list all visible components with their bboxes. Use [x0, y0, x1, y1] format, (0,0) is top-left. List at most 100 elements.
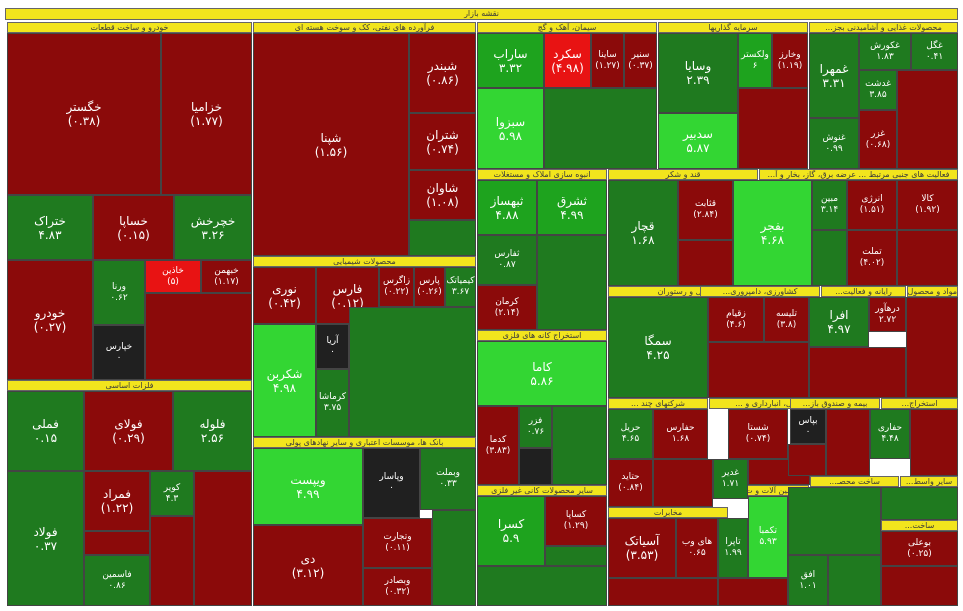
tile-sadbir[interactable]: سدبیر ۵.۸۷ [658, 113, 738, 169]
agri-small-tiles[interactable] [708, 342, 809, 398]
tile-thfars[interactable]: ثفارس ۰.۸۷ [477, 235, 537, 285]
insurance-small-tiles[interactable] [826, 409, 870, 476]
tile-ghdasht[interactable]: غدشت ۳.۸۵ [859, 70, 897, 110]
tile-shbandar[interactable]: شبندر (۰.۸۶) [409, 33, 476, 113]
tile-samga[interactable]: سمگا ۴.۲۵ [608, 297, 708, 398]
tile-ghmahra[interactable]: غمهرا ۳.۳۱ [809, 33, 859, 118]
tile-senir[interactable]: سنیر (۰.۳۷) [624, 33, 657, 88]
tile-vpasar[interactable]: وپاسار ۰ [363, 448, 420, 518]
multi-small-tiles[interactable] [653, 459, 713, 507]
tile-bfajr[interactable]: بفجر ۴.۶۸ [733, 180, 812, 286]
tile-ofogh[interactable]: افق ۱.۰۱ [788, 555, 828, 606]
sector-header-realestate[interactable]: انبوه سازی املاک و مستغلات [477, 169, 607, 180]
tile-haril[interactable]: حریل ۴.۶۵ [608, 409, 653, 459]
tile-shasta[interactable]: شستا (۰.۷۴) [728, 409, 788, 459]
tile-khbahman[interactable]: خبهمن (۱.۱۷) [201, 260, 252, 293]
tile-sarab[interactable]: ساراب ۳.۳۲ [477, 33, 544, 88]
sector-header-other-mining[interactable]: سایر واسط... [900, 476, 958, 487]
machinery-small-tiles[interactable] [718, 578, 788, 606]
tile-ghkoroush[interactable]: غکورش ۱.۸۳ [859, 33, 911, 70]
tile-vpost[interactable]: ویپست ۴.۹۹ [253, 448, 363, 525]
sector-header-refinery[interactable]: فرآورده های نفتی، کک و سوخت هسته ای [253, 22, 476, 33]
sector-header-invest[interactable]: سرمایه گذاریها [658, 22, 808, 33]
tile-ghgol[interactable]: غگل ۰.۴۱ [911, 33, 958, 70]
sector-header-textile[interactable]: ساخت... [881, 520, 958, 531]
sector-header-food[interactable]: محصولات غذایی و آشامیدنی بجز... [809, 22, 958, 33]
tile-famrad[interactable]: فمراد (۱.۲۲) [84, 471, 150, 531]
woodpaper-small-tiles[interactable] [788, 487, 881, 555]
tile-shepna[interactable]: شپنا (۱.۵۶) [253, 33, 409, 256]
tile-dey[interactable]: دی (۳.۱۲) [253, 525, 363, 606]
metals-small-tiles-3[interactable] [84, 531, 150, 555]
banks-small-tiles[interactable] [432, 510, 476, 606]
mavad-small-tiles[interactable] [906, 297, 958, 398]
tile-folooleh[interactable]: فلوله ۲.۵۶ [173, 391, 252, 471]
tile-pars[interactable]: پارس (۰.۲۶) [414, 267, 445, 307]
auto-small-tiles[interactable] [145, 293, 252, 380]
tile-thbahsaz[interactable]: ثبهساز ۴.۸۸ [477, 180, 537, 235]
invest-small-tiles[interactable] [738, 88, 808, 169]
tile-noori[interactable]: نوری (۰.۴۲) [253, 267, 316, 324]
tile-kadama[interactable]: کدما (۳.۸۳) [477, 406, 519, 485]
tile-vasapa[interactable]: وسایا ۲.۳۹ [658, 33, 738, 113]
sector-header-computer[interactable]: رایانه و فعالیت... [821, 286, 906, 297]
chemical-small-tiles[interactable] [349, 307, 476, 437]
tile-haiweb[interactable]: های وب ۰.۶۵ [676, 518, 718, 578]
sector-header-mining[interactable]: استخراج کانه های فلزی [477, 330, 607, 341]
tile-thshargh[interactable]: ثشرق ۴.۹۹ [537, 180, 607, 235]
tile-faasmin[interactable]: فاسمین ۰.۸۶ [84, 555, 150, 606]
tile-ghsabet[interactable]: قثابت (۲.۸۴) [678, 180, 733, 240]
tile-ghzar[interactable]: غزر (۰.۶۸) [859, 110, 897, 169]
sector-header-multi[interactable]: شرکتهای چند ... [608, 398, 708, 409]
sector-header-metals[interactable]: فلزات اساسی [7, 380, 252, 391]
tile-ghchar[interactable]: قچار ۱.۶۸ [608, 180, 678, 286]
tile-telise[interactable]: تلیسه (۳.۸) [764, 297, 809, 342]
sector-header-auto[interactable]: خودرو و ساخت قطعات [7, 22, 252, 33]
support-small-tiles-2[interactable] [897, 230, 958, 286]
tile-saina[interactable]: ساینا (۱.۲۷) [591, 33, 624, 88]
sector-header-cement[interactable]: سیمان، آهک و گچ [477, 22, 657, 33]
tile-hafari[interactable]: حفاری ۴.۴۸ [870, 409, 910, 459]
tile-kala[interactable]: کالا (۱.۹۲) [897, 180, 958, 230]
sector-header-telecom[interactable]: مخابرات [608, 507, 728, 518]
mining2-small-tiles[interactable] [910, 409, 958, 476]
tile-shtran[interactable]: شتران (۰.۷۴) [409, 113, 476, 170]
tile-fazar[interactable]: فزر ۰.۷۶ [519, 406, 552, 448]
tile-vkharazm[interactable]: وخارز (۱.۱۹) [772, 33, 808, 88]
sector-header-sugar[interactable]: قند و شکر [608, 169, 758, 180]
tile-kesapa[interactable]: کساپا (۱.۲۹) [545, 496, 607, 546]
tile-vbsader[interactable]: وبصادر (۰.۳۲) [363, 568, 432, 606]
tile-afra[interactable]: افرا ۴.۹۷ [809, 297, 869, 347]
tile-zaghiam[interactable]: زقیام (۴.۶) [708, 297, 764, 342]
metals-small-tiles-2[interactable] [150, 516, 194, 606]
sector-header-support[interactable]: فعالیت های جنبی مرتبط ... عرضه برق، گاز،… [759, 169, 958, 180]
tile-khodro[interactable]: خودرو (۰.۲۷) [7, 260, 93, 380]
tile-mining-black[interactable] [519, 448, 552, 485]
realestate-small-tiles[interactable] [537, 235, 607, 330]
tile-khcharkhesh[interactable]: خچرخش ۳.۲۶ [174, 195, 252, 260]
tile-asiatek[interactable]: آسیاتک (۳.۵۳) [608, 518, 676, 578]
tile-khgostar[interactable]: خگستر (۰.۳۸) [7, 33, 161, 195]
insurance-small-tiles-2[interactable] [788, 444, 826, 476]
tile-boali[interactable]: بوعلی (۰.۲۵) [881, 531, 958, 566]
sector-header-chemical[interactable]: محصولات شیمیایی [253, 256, 476, 267]
other-small-tiles-2[interactable] [881, 566, 958, 606]
tile-ghadir[interactable]: غدیر ۱.۷۱ [713, 459, 748, 499]
telecom-small-tiles[interactable] [608, 578, 718, 606]
tile-khazin[interactable]: خاذین (۵) [145, 260, 201, 293]
cement-small-tiles[interactable] [544, 88, 657, 169]
tile-varna[interactable]: ورنا ۰.۶۲ [93, 260, 145, 325]
computer-small-tiles[interactable] [809, 347, 906, 398]
tile-aria[interactable]: آریا ۰ [316, 324, 349, 369]
sector-header-agri[interactable]: کشاورزی، دامپروری... [700, 286, 820, 297]
tile-tekomba[interactable]: تکمبا ۵.۹۳ [748, 496, 788, 578]
tile-energy[interactable]: انرژی (۱.۵۱) [847, 180, 897, 230]
tile-khtrak[interactable]: ختراک ۴.۸۳ [7, 195, 93, 260]
sector-header-nonmetal[interactable]: سایر محصولات کانی غیر فلزی [477, 485, 607, 496]
tile-kerman[interactable]: کرمان (۲.۱۴) [477, 285, 537, 330]
tile-tapira[interactable]: تاپرا ۱.۹۹ [718, 518, 748, 578]
tile-foolad[interactable]: فولاد ۰.۳۷ [7, 471, 84, 606]
refinery-small-tiles[interactable] [409, 220, 476, 256]
food-small-tiles[interactable] [897, 70, 958, 169]
tile-khzamia[interactable]: خزامیا (۱.۷۷) [161, 33, 252, 195]
